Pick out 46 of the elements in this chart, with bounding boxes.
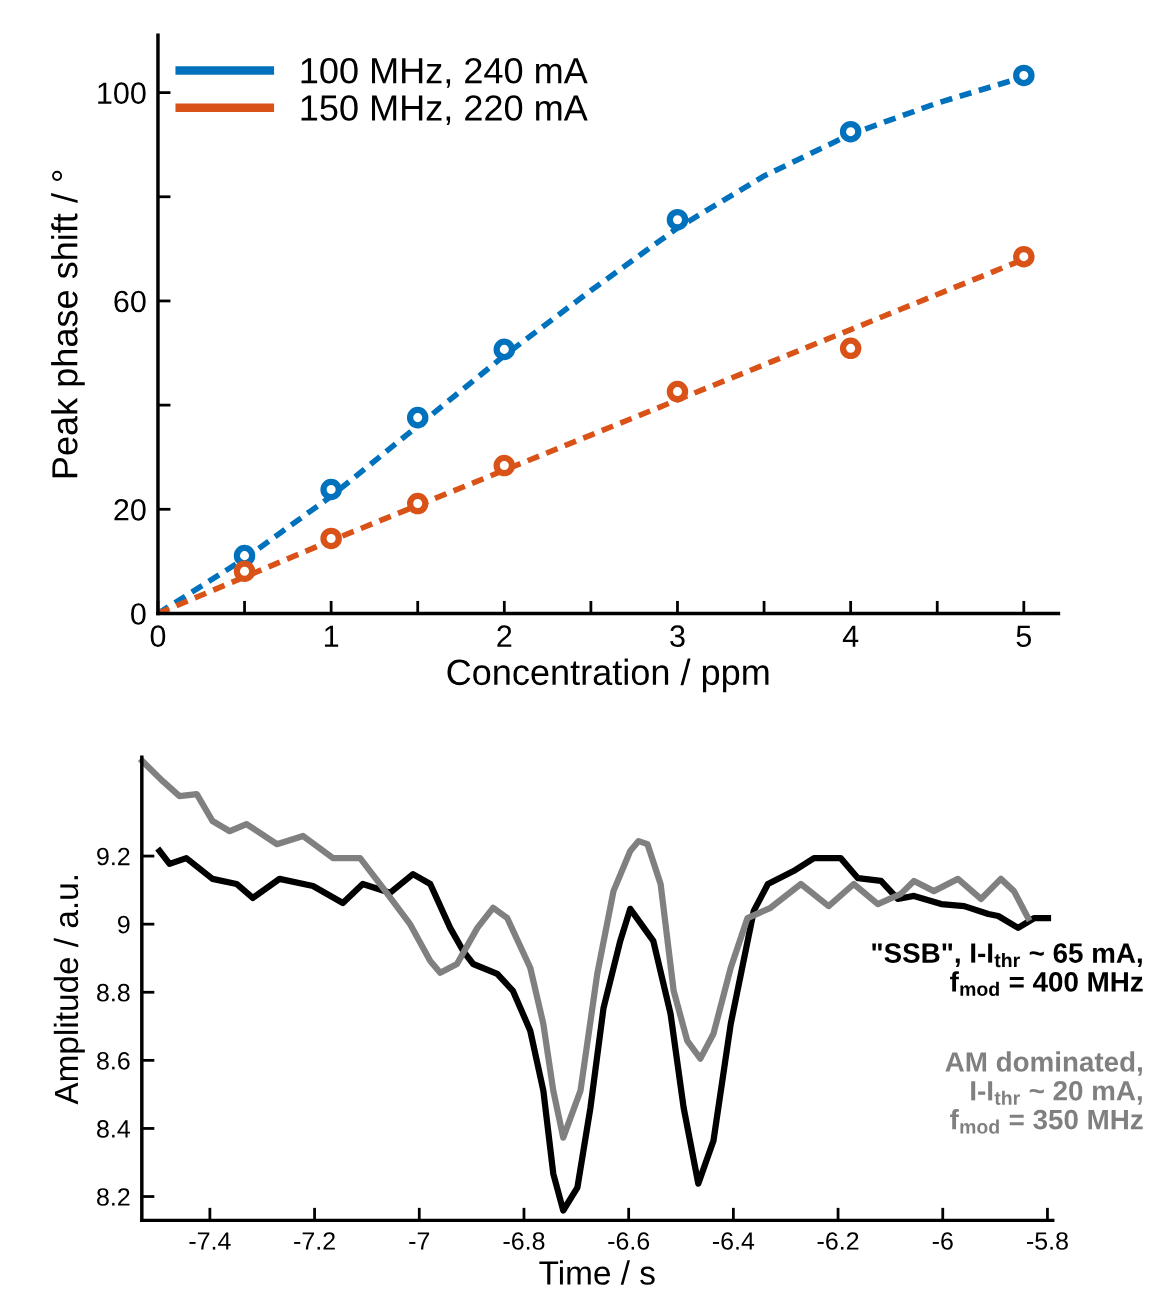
point	[406, 492, 429, 515]
point	[1013, 64, 1035, 87]
x-tick-label: -5.8	[1027, 1232, 1068, 1250]
legend-label: 100 MHz, 240 mA	[301, 57, 588, 88]
x-tick-label: 5	[1016, 625, 1032, 648]
x-tick-label: -7.2	[294, 1232, 335, 1250]
x-tick-label: 1	[324, 625, 339, 647]
x-tick-label: -6.8	[503, 1232, 545, 1250]
y-tick-label: 8.8	[97, 983, 130, 1002]
x-axis-title: Concentration / ppm	[447, 658, 769, 693]
y-tick-label: 9	[117, 915, 130, 934]
point	[320, 527, 342, 550]
point	[666, 380, 689, 403]
x-tick-label: 0	[150, 625, 166, 648]
x-tick-label: 3	[670, 625, 685, 648]
legend-label: 150 MHz, 220 mA	[301, 95, 588, 126]
point	[233, 560, 256, 583]
x-tick-label: 4	[842, 625, 859, 647]
y-axis-title: Amplitude / a.u.	[53, 876, 85, 1105]
point	[839, 120, 862, 143]
point	[406, 406, 429, 429]
x-tick-label: -7	[409, 1232, 430, 1250]
x-tick-label: 2	[497, 625, 512, 647]
y-tick-label: 8.4	[97, 1120, 130, 1138]
point	[666, 208, 689, 231]
x-tick-label: -6.4	[712, 1232, 755, 1250]
y-axis-title: Peak phase shift / °	[51, 170, 85, 478]
text: AM dominated, I-I$_{thr}$ ~ 20 mA, f$_{mod}$ = 350 MHz	[945, 1051, 1143, 1134]
point	[1013, 245, 1035, 268]
x-tick-label: -7.4	[189, 1232, 231, 1250]
y-tick-label: 0	[131, 603, 146, 625]
point	[493, 454, 516, 477]
y-tick-label: 8.2	[97, 1188, 130, 1206]
point	[839, 337, 862, 360]
x-axis-title: Time / s	[539, 1260, 655, 1285]
y-tick-label: 60	[114, 290, 146, 313]
x-tick-label: -6.2	[817, 1232, 859, 1250]
x-tick-label: -6.6	[608, 1232, 650, 1250]
y-tick-label: 100	[98, 82, 146, 104]
point	[320, 478, 342, 501]
x-tick-label: -6	[932, 1232, 953, 1250]
y-tick-label: 9.2	[97, 847, 130, 866]
point	[493, 338, 516, 361]
y-tick-label: 20	[114, 499, 146, 521]
text: "SSB", I-I$_{thr}$ ~ 65 mA, f$_{mod}$ = 400 MHz	[872, 943, 1143, 997]
y-tick-label: 8.6	[97, 1051, 130, 1070]
